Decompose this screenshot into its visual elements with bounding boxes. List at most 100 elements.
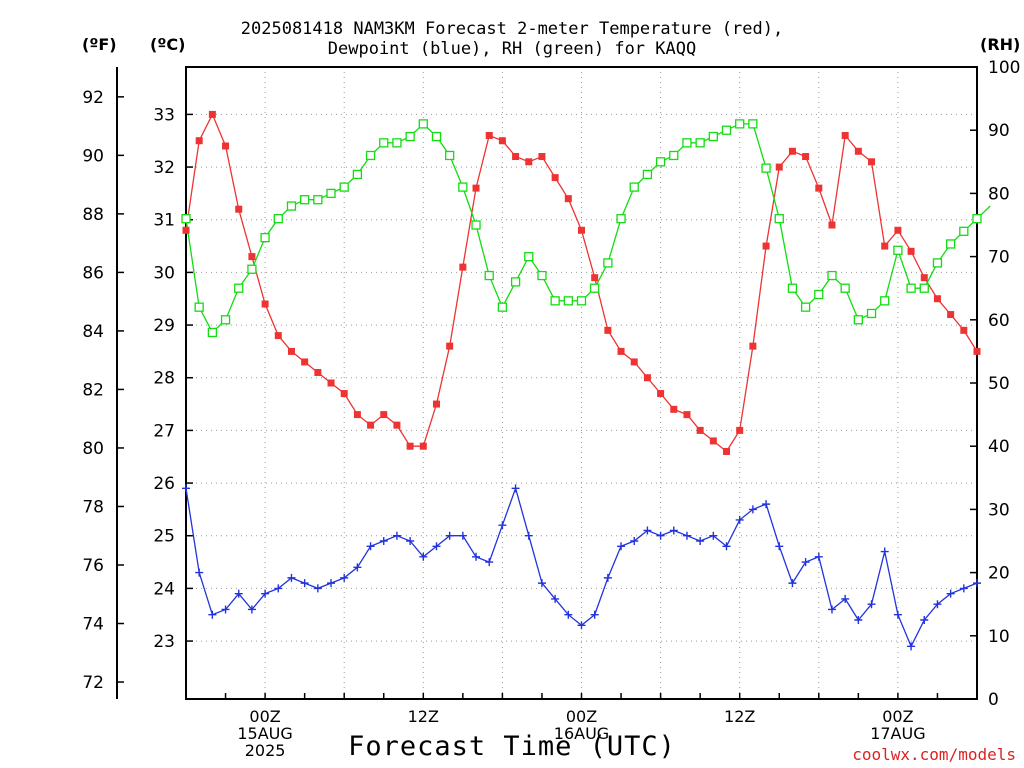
temperature-point — [446, 342, 454, 350]
temperature-point — [472, 184, 480, 192]
dewpoint-point — [182, 484, 190, 493]
temperature-point — [788, 147, 796, 155]
x-tick-label: 17AUG — [870, 724, 925, 743]
fahrenheit-tick-label: 84 — [82, 322, 104, 342]
rh-point — [655, 157, 666, 167]
dewpoint-point — [630, 537, 639, 545]
rh-point — [510, 277, 521, 287]
rh-point — [959, 226, 969, 236]
dewpoint-point — [327, 579, 336, 588]
rh-point — [537, 270, 547, 281]
rh-tick-label: 30 — [988, 500, 1010, 520]
x-tick-label: 16AUG — [554, 724, 609, 743]
temperature-point — [393, 421, 401, 429]
temperature-point — [551, 174, 559, 182]
dewpoint-point — [973, 579, 981, 588]
dewpoint-point — [511, 484, 520, 493]
rh-point — [220, 315, 231, 325]
dewpoint-point — [445, 531, 454, 540]
temperature-point — [815, 184, 823, 192]
dewpoint-point — [748, 505, 757, 514]
chart-markers — [181, 110, 982, 651]
dewpoint-point — [920, 616, 929, 624]
dewpoint-point — [221, 605, 230, 614]
celsius-tick-label: 25 — [153, 527, 175, 547]
x-axis-title: Forecast Time (UTC) — [348, 731, 676, 762]
rh-tick-label: 50 — [988, 374, 1010, 394]
dewpoint-point — [867, 600, 876, 609]
fahrenheit-tick-label: 90 — [82, 146, 104, 166]
x-tick-label: 12Z — [724, 707, 755, 726]
rh-point — [379, 138, 389, 148]
celsius-tick-label: 31 — [153, 211, 175, 231]
chart-axes: 72 74 76 78 80 82 84 86 88 90 92 23 24 25 26 27 28 29 30 31… — [82, 58, 1020, 760]
rh-point — [827, 270, 837, 281]
dewpoint-point — [682, 531, 691, 540]
temperature-point — [235, 205, 243, 213]
fahrenheit-tick-label: 86 — [82, 263, 104, 283]
rh-tick-label: 80 — [988, 184, 1010, 204]
dewpoint-point — [907, 642, 916, 651]
rh-tick-label: 60 — [988, 311, 1010, 331]
rh-point — [590, 283, 600, 293]
temperature-point — [261, 300, 269, 308]
temperature-point — [828, 221, 836, 229]
temperature-point — [854, 147, 862, 155]
dewpoint-point — [564, 610, 573, 619]
temperature-point — [604, 326, 612, 334]
rh-point — [800, 302, 811, 312]
temperature-point — [907, 247, 915, 255]
rh-point — [484, 270, 494, 281]
dewpoint-point — [854, 616, 863, 624]
dewpoint-point — [551, 594, 560, 603]
rh-point — [761, 163, 771, 173]
x-tick-label: 00Z — [249, 707, 280, 726]
rh-point — [431, 131, 442, 142]
rh-line — [185, 123, 991, 334]
chart-title-line-1: 2025081418 NAM3KM Forecast 2-meter Tempe… — [240, 19, 784, 39]
rh-point — [194, 302, 204, 312]
temperature-point — [657, 390, 665, 398]
temperature-point — [578, 226, 585, 234]
rh-point — [458, 182, 468, 192]
rh-point — [919, 283, 929, 293]
celsius-tick-label: 29 — [153, 316, 175, 336]
dewpoint-point — [498, 521, 507, 530]
dewpoint-point — [801, 558, 810, 567]
rh-point — [603, 258, 613, 268]
rh-point — [563, 296, 573, 306]
dewpoint-point — [524, 531, 533, 540]
dewpoint-point — [577, 621, 586, 630]
x-tick-label: 2025 — [245, 741, 286, 760]
rh-point — [576, 296, 587, 306]
temperature-point — [222, 142, 230, 150]
temperature-point — [353, 411, 361, 419]
temperature-point — [617, 347, 625, 355]
temperature-point — [933, 295, 941, 303]
temperature-point — [920, 274, 928, 282]
rh-point — [471, 220, 481, 230]
x-tick-label: 00Z — [882, 707, 913, 726]
fahrenheit-tick-label: 92 — [82, 88, 104, 108]
rh-point — [326, 188, 336, 199]
dewpoint-point — [814, 552, 823, 561]
temperature-point — [498, 137, 506, 145]
dewpoint-point — [696, 537, 705, 545]
credit-link[interactable]: coolwx.com/models — [852, 745, 1016, 764]
temperature-point — [564, 195, 572, 203]
dewpoint-point — [313, 584, 322, 593]
rh-point — [616, 214, 626, 224]
temperature-point — [459, 263, 467, 271]
celsius-tick-label: 27 — [153, 421, 175, 441]
dewpoint-point — [300, 579, 309, 588]
fahrenheit-unit-label: (ºF) — [82, 35, 117, 54]
rh-tick-label: 100 — [988, 58, 1020, 78]
celsius-tick-label: 30 — [153, 263, 175, 283]
temperature-point — [314, 368, 322, 376]
rh-point — [906, 283, 916, 293]
temperature-point — [208, 110, 216, 118]
rh-point — [814, 289, 824, 300]
temperature-point — [367, 421, 375, 429]
rh-point — [893, 245, 903, 255]
rh-point — [932, 258, 943, 268]
